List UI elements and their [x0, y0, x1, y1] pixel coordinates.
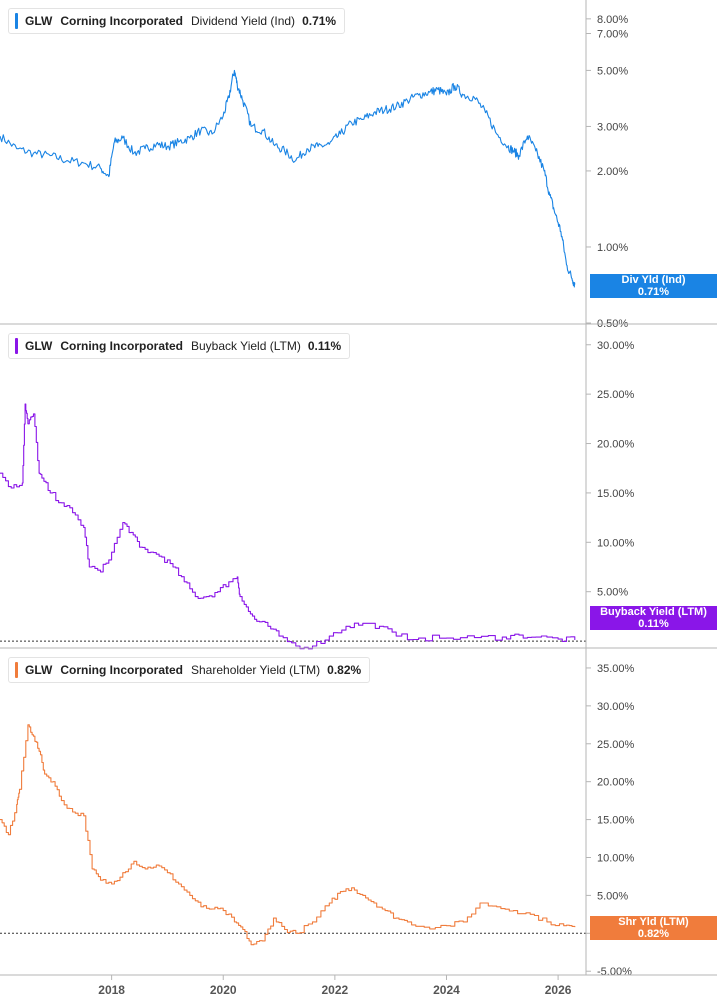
x-axis: 2018 2020 2022 2024 2026: [98, 975, 572, 997]
y-tick-label: 25.00%: [597, 739, 635, 751]
buyback-yield-plot: 5.00% 10.00% 15.00% 20.00% 25.00% 30.00%: [0, 340, 635, 650]
legend-company: Corning Incorporated: [60, 663, 183, 677]
y-tick-label: 20.00%: [597, 439, 635, 451]
legend-metric: Buyback Yield (LTM): [191, 339, 301, 353]
shareholder-yield-value-tag: Shr Yld (LTM) 0.82%: [590, 916, 717, 940]
tag-value: 0.82%: [637, 928, 670, 940]
series-color-swatch: [15, 13, 18, 29]
dividend-yield-value-tag: Div Yld (Ind) 0.71%: [590, 274, 717, 298]
legend-ticker: GLW: [25, 339, 53, 353]
legend-value: 0.11%: [307, 339, 342, 353]
x-tick-label: 2018: [98, 983, 125, 997]
tag-value: 0.71%: [637, 286, 670, 298]
x-tick-label: 2026: [545, 983, 572, 997]
buyback-yield-value-tag: Buyback Yield (LTM) 0.11%: [590, 606, 717, 630]
y-tick-label: 15.00%: [597, 488, 635, 500]
series-color-swatch: [15, 338, 18, 354]
series-color-swatch: [15, 662, 18, 678]
y-tick-label: 30.00%: [597, 340, 635, 352]
y-tick-label: -5.00%: [597, 966, 632, 978]
legend-ticker: GLW: [25, 14, 53, 28]
shareholder-yield-legend[interactable]: GLW Corning Incorporated Shareholder Yie…: [8, 657, 371, 683]
y-tick-label: 8.00%: [597, 14, 628, 26]
y-tick-label: 35.00%: [597, 663, 635, 675]
tag-label: Buyback Yield (LTM): [600, 606, 707, 618]
legend-ticker: GLW: [25, 663, 53, 677]
series-line: [0, 724, 576, 946]
series-line: [0, 403, 576, 650]
y-tick-label: 2.00%: [597, 166, 628, 178]
series-line: [0, 69, 576, 288]
legend-company: Corning Incorporated: [60, 14, 183, 28]
dividend-yield-plot: 0.50%1.00%2.00%3.00%5.00%7.00%8.00%: [0, 14, 628, 330]
y-tick-label: 3.00%: [597, 121, 628, 133]
buyback-yield-legend[interactable]: GLW Corning Incorporated Buyback Yield (…: [8, 333, 351, 359]
y-tick-label: 30.00%: [597, 701, 635, 713]
legend-metric: Shareholder Yield (LTM): [191, 663, 321, 677]
y-tick-label: 5.00%: [597, 587, 628, 599]
x-tick-label: 2024: [433, 983, 460, 997]
y-tick-label: 5.00%: [597, 65, 628, 77]
y-tick-label: 7.00%: [597, 28, 628, 40]
y-tick-label: 25.00%: [597, 389, 635, 401]
y-tick-label: 15.00%: [597, 815, 635, 827]
legend-value: 0.71%: [302, 14, 337, 28]
y-tick-label: 5.00%: [597, 890, 628, 902]
y-tick-label: 10.00%: [597, 537, 635, 549]
y-tick-label: 10.00%: [597, 852, 635, 864]
dividend-yield-legend[interactable]: GLW Corning Incorporated Dividend Yield …: [8, 8, 346, 34]
legend-company: Corning Incorporated: [60, 339, 183, 353]
y-tick-label: 1.00%: [597, 242, 628, 254]
tag-label: Shr Yld (LTM): [618, 916, 689, 928]
legend-metric: Dividend Yield (Ind): [191, 14, 296, 28]
x-tick-label: 2020: [210, 983, 237, 997]
shareholder-yield-plot: -5.00% 5.00% 10.00% 15.00% 20.00% 25.00% 30.00…: [0, 663, 635, 978]
y-tick-label: 20.00%: [597, 777, 635, 789]
tag-value: 0.11%: [638, 618, 669, 630]
x-tick-label: 2022: [322, 983, 349, 997]
legend-value: 0.82%: [327, 663, 362, 677]
tag-label: Div Yld (Ind): [621, 274, 686, 286]
